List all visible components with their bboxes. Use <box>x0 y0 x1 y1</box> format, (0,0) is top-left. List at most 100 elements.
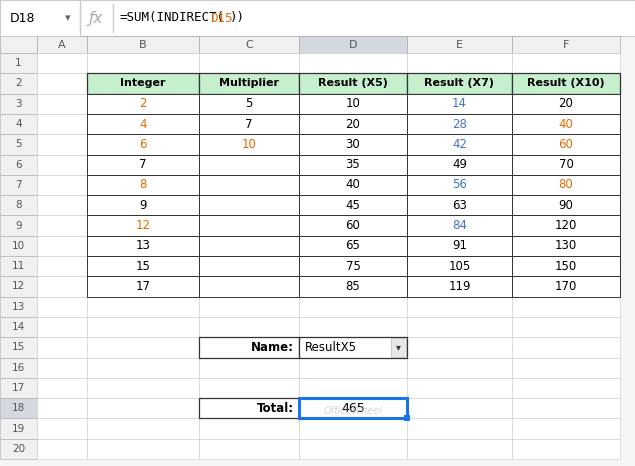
Bar <box>37 53 87 73</box>
Text: 60: 60 <box>345 219 361 232</box>
Bar <box>37 155 87 175</box>
Bar <box>407 337 512 357</box>
Text: 17: 17 <box>135 280 150 293</box>
Bar <box>299 114 407 134</box>
Bar <box>87 439 199 459</box>
Bar <box>299 134 407 155</box>
Bar <box>299 215 407 236</box>
Bar <box>87 94 199 114</box>
Text: 2: 2 <box>139 97 147 110</box>
Bar <box>299 337 407 357</box>
Text: 49: 49 <box>452 158 467 171</box>
Bar <box>199 418 299 439</box>
Text: 8: 8 <box>15 200 22 210</box>
Bar <box>299 236 407 256</box>
Bar <box>87 418 199 439</box>
Text: 14: 14 <box>12 322 25 332</box>
Bar <box>512 73 620 94</box>
Text: 90: 90 <box>559 199 573 212</box>
Bar <box>407 236 512 256</box>
Text: 42: 42 <box>452 138 467 151</box>
Bar <box>199 337 299 357</box>
Text: E: E <box>456 40 463 49</box>
Bar <box>199 256 299 276</box>
Bar <box>0 114 37 134</box>
Bar <box>199 94 299 114</box>
Text: ƒx: ƒx <box>89 11 103 26</box>
Text: Multiplier: Multiplier <box>219 78 279 89</box>
Bar <box>299 155 407 175</box>
Text: 130: 130 <box>555 240 577 253</box>
Bar <box>407 134 512 155</box>
Text: 7: 7 <box>139 158 147 171</box>
Bar <box>407 195 512 215</box>
Bar <box>0 134 37 155</box>
Text: 5: 5 <box>15 139 22 149</box>
Bar <box>37 134 87 155</box>
Bar <box>0 276 37 296</box>
Text: 28: 28 <box>452 117 467 130</box>
Bar <box>299 155 407 175</box>
Text: 5: 5 <box>245 97 253 110</box>
Bar <box>299 398 407 418</box>
Bar <box>87 236 199 256</box>
Bar <box>87 378 199 398</box>
Text: 120: 120 <box>555 219 577 232</box>
Bar <box>299 256 407 276</box>
Bar <box>199 439 299 459</box>
Bar <box>299 337 407 357</box>
Text: 40: 40 <box>559 117 573 130</box>
Bar <box>407 175 512 195</box>
Bar <box>0 53 37 73</box>
Bar <box>199 175 299 195</box>
Text: 17: 17 <box>12 383 25 393</box>
Bar <box>199 134 299 155</box>
Bar <box>299 439 407 459</box>
Bar <box>391 338 406 356</box>
Bar <box>199 215 299 236</box>
Bar <box>87 276 199 296</box>
Bar <box>407 357 512 378</box>
Text: ▾: ▾ <box>65 13 71 23</box>
Bar <box>87 195 199 215</box>
Bar <box>37 36 87 53</box>
Bar <box>87 175 199 195</box>
Text: 12: 12 <box>12 281 25 291</box>
Bar <box>37 73 87 94</box>
Text: 119: 119 <box>448 280 471 293</box>
Bar <box>512 114 620 134</box>
Bar <box>407 134 512 155</box>
Bar <box>0 256 37 276</box>
Bar <box>407 418 512 439</box>
Bar <box>407 36 512 53</box>
Bar <box>87 36 199 53</box>
Bar <box>407 276 512 296</box>
Bar <box>512 256 620 276</box>
Bar <box>199 357 299 378</box>
Text: 35: 35 <box>345 158 361 171</box>
Bar <box>199 195 299 215</box>
Bar <box>407 256 512 276</box>
Text: 20: 20 <box>345 117 361 130</box>
Text: 85: 85 <box>345 280 361 293</box>
Bar <box>299 215 407 236</box>
Text: 84: 84 <box>452 219 467 232</box>
Bar <box>199 53 299 73</box>
Text: 105: 105 <box>448 260 471 273</box>
Text: 65: 65 <box>345 240 361 253</box>
Bar <box>299 378 407 398</box>
Bar <box>87 134 199 155</box>
Text: 465: 465 <box>341 402 365 415</box>
Text: 60: 60 <box>559 138 573 151</box>
Text: ▾: ▾ <box>396 343 401 352</box>
Bar <box>0 357 37 378</box>
Bar <box>299 317 407 337</box>
Bar <box>299 276 407 296</box>
Bar <box>199 215 299 236</box>
Bar <box>299 36 407 53</box>
Text: )): )) <box>230 12 245 25</box>
Text: 6: 6 <box>139 138 147 151</box>
Bar <box>512 357 620 378</box>
Text: 13: 13 <box>12 302 25 312</box>
Text: 19: 19 <box>12 424 25 433</box>
